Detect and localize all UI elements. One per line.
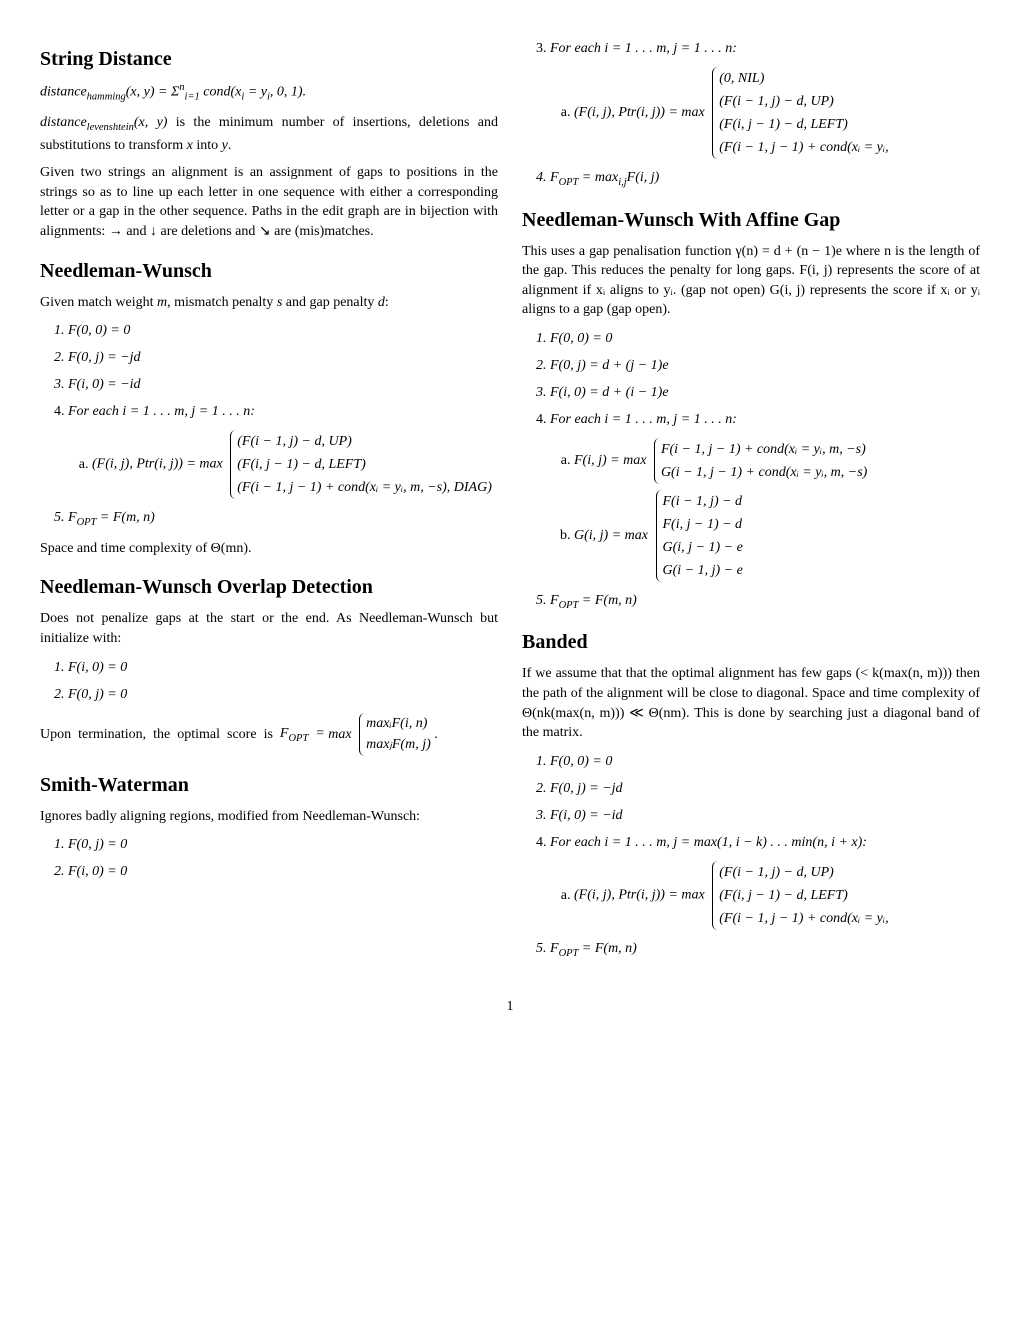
ag-step-1: F(0, 0) = 0 bbox=[550, 328, 980, 349]
nw-step-4: For each i = 1 . . . m, j = 1 . . . n: (… bbox=[68, 401, 498, 499]
sw-step-3-text: For each i = 1 . . . m, j = 1 . . . n: bbox=[550, 41, 737, 56]
sw-step-3a: (F(i, j), Ptr(i, j)) = max (0, NIL) (F(i… bbox=[574, 67, 980, 159]
nw-4a-r2: (F(i, j − 1) − d, LEFT) bbox=[237, 453, 492, 476]
affine-desc: This uses a gap penalisation function γ(… bbox=[522, 242, 980, 320]
sw-3a-prefix: (F(i, j), Ptr(i, j)) = max bbox=[574, 105, 705, 120]
ag-4a-prefix: F(i, j) = max bbox=[574, 453, 646, 468]
bd-step-1: F(0, 0) = 0 bbox=[550, 751, 980, 772]
bd-4a-cases: (F(i − 1, j) − d, UP) (F(i, j − 1) − d, … bbox=[712, 861, 888, 930]
sw-steps-left: F(0, j) = 0 F(i, 0) = 0 bbox=[40, 834, 498, 882]
alignment-desc: Given two strings an alignment is an ass… bbox=[40, 163, 498, 241]
nw-step-2: F(0, j) = −jd bbox=[68, 347, 498, 368]
bd-4a-prefix: (F(i, j), Ptr(i, j)) = max bbox=[574, 888, 705, 903]
bd-step-5: FOPT = F(m, n) bbox=[550, 938, 980, 962]
left-column: String Distance distancehamming(x, y) = … bbox=[40, 30, 498, 969]
overlap-step-2: F(0, j) = 0 bbox=[68, 684, 498, 705]
bd-step-2: F(0, j) = −jd bbox=[550, 778, 980, 799]
sw-step-3: For each i = 1 . . . m, j = 1 . . . n: (… bbox=[550, 38, 980, 159]
nw-complexity: Space and time complexity of Θ(mn). bbox=[40, 539, 498, 559]
ag-step-2: F(0, j) = d + (j − 1)e bbox=[550, 355, 980, 376]
nw-steps: F(0, 0) = 0 F(0, j) = −jd F(i, 0) = −id … bbox=[40, 320, 498, 531]
ag-step-4a: F(i, j) = max F(i − 1, j − 1) + cond(xᵢ … bbox=[574, 438, 980, 484]
banded-desc: If we assume that that the optimal align… bbox=[522, 664, 980, 742]
overlap-desc: Does not penalize gaps at the start or t… bbox=[40, 609, 498, 648]
ag-step-4b: G(i, j) = max F(i − 1, j) − d F(i, j − 1… bbox=[574, 490, 980, 582]
nw-step-1: F(0, 0) = 0 bbox=[68, 320, 498, 341]
overlap-post: . bbox=[434, 726, 438, 741]
ag-4b-r1: F(i − 1, j) − d bbox=[663, 490, 743, 513]
nw-step-5: FOPT = F(m, n) bbox=[68, 507, 498, 531]
page-number: 1 bbox=[40, 999, 980, 1015]
bd-step-4a: (F(i, j), Ptr(i, j)) = max (F(i − 1, j) … bbox=[574, 861, 980, 930]
ag-4b-cases: F(i − 1, j) − d F(i, j − 1) − d G(i, j −… bbox=[656, 490, 743, 582]
overlap-r2: maxⱼF(m, j) bbox=[366, 734, 431, 756]
sw-desc: Ignores badly aligning regions, modified… bbox=[40, 807, 498, 827]
bd-4a-r1: (F(i − 1, j) − d, UP) bbox=[719, 861, 888, 884]
nw-intro: Given match weight m, mismatch penalty s… bbox=[40, 293, 498, 313]
heading-nw: Needleman-Wunsch bbox=[40, 260, 498, 283]
heading-sw: Smith-Waterman bbox=[40, 774, 498, 797]
bd-step-4: For each i = 1 . . . m, j = max(1, i − k… bbox=[550, 832, 980, 930]
ag-step-3: F(i, 0) = d + (i − 1)e bbox=[550, 382, 980, 403]
heading-string-distance: String Distance bbox=[40, 48, 498, 71]
overlap-r1: maxᵢF(i, n) bbox=[366, 713, 431, 735]
bd-4a-r2: (F(i, j − 1) − d, LEFT) bbox=[719, 884, 888, 907]
sw-3a-r3: (F(i, j − 1) − d, LEFT) bbox=[719, 113, 888, 136]
ag-4a-r2: G(i − 1, j − 1) + cond(xᵢ = yᵢ, m, −s) bbox=[661, 461, 867, 484]
ag-4b-prefix: G(i, j) = max bbox=[574, 528, 648, 543]
nw-4a-cases: (F(i − 1, j) − d, UP) (F(i, j − 1) − d, … bbox=[230, 430, 492, 499]
nw-4a-r3: (F(i − 1, j − 1) + cond(xᵢ = yᵢ, m, −s),… bbox=[237, 476, 492, 499]
sw-3a-cases: (0, NIL) (F(i − 1, j) − d, UP) (F(i, j −… bbox=[712, 67, 888, 159]
ag-4b-r2: F(i, j − 1) − d bbox=[663, 513, 743, 536]
heading-nw-overlap: Needleman-Wunsch Overlap Detection bbox=[40, 576, 498, 599]
overlap-steps: F(i, 0) = 0 F(0, j) = 0 bbox=[40, 657, 498, 705]
sw-step-1: F(0, j) = 0 bbox=[68, 834, 498, 855]
sw-3a-r1: (0, NIL) bbox=[719, 67, 888, 90]
right-column: For each i = 1 . . . m, j = 1 . . . n: (… bbox=[522, 30, 980, 969]
sw-3a-r4: (F(i − 1, j − 1) + cond(xᵢ = yᵢ, bbox=[719, 136, 888, 159]
hamming-formula: distancehamming(x, y) = Σni=1 cond(xi = … bbox=[40, 81, 498, 105]
overlap-max-cases: maxᵢF(i, n) maxⱼF(m, j) bbox=[359, 713, 431, 756]
nw-4a-prefix: (F(i, j), Ptr(i, j)) = max bbox=[92, 457, 223, 472]
affine-steps: F(0, 0) = 0 F(0, j) = d + (j − 1)e F(i, … bbox=[522, 328, 980, 614]
heading-banded: Banded bbox=[522, 631, 980, 654]
ag-4a-cases: F(i − 1, j − 1) + cond(xᵢ = yᵢ, m, −s) G… bbox=[654, 438, 867, 484]
overlap-termination: Upon termination, the optimal score is F… bbox=[40, 713, 498, 756]
overlap-step-1: F(i, 0) = 0 bbox=[68, 657, 498, 678]
levenshtein-desc: distancelevenshtein(x, y) is the minimum… bbox=[40, 113, 498, 155]
ag-4b-r4: G(i − 1, j) − e bbox=[663, 559, 743, 582]
nw-step-3: F(i, 0) = −id bbox=[68, 374, 498, 395]
sw-3a-r2: (F(i − 1, j) − d, UP) bbox=[719, 90, 888, 113]
ag-step-5: FOPT = F(m, n) bbox=[550, 590, 980, 614]
ag-4b-r3: G(i, j − 1) − e bbox=[663, 536, 743, 559]
two-column-layout: String Distance distancehamming(x, y) = … bbox=[40, 30, 980, 969]
ag-step-4: For each i = 1 . . . m, j = 1 . . . n: F… bbox=[550, 409, 980, 582]
bd-step-3: F(i, 0) = −id bbox=[550, 805, 980, 826]
ag-4a-r1: F(i − 1, j − 1) + cond(xᵢ = yᵢ, m, −s) bbox=[661, 438, 867, 461]
heading-affine-gap: Needleman-Wunsch With Affine Gap bbox=[522, 209, 980, 232]
banded-steps: F(0, 0) = 0 F(0, j) = −jd F(i, 0) = −id … bbox=[522, 751, 980, 962]
bd-step-4-text: For each i = 1 . . . m, j = max(1, i − k… bbox=[550, 835, 867, 850]
sw-steps-right: For each i = 1 . . . m, j = 1 . . . n: (… bbox=[522, 38, 980, 191]
sw-step-4: FOPT = maxi,jF(i, j) bbox=[550, 167, 980, 191]
nw-step-4a: (F(i, j), Ptr(i, j)) = max (F(i − 1, j) … bbox=[92, 430, 498, 499]
sw-step-2: F(i, 0) = 0 bbox=[68, 861, 498, 882]
ag-step-4-text: For each i = 1 . . . m, j = 1 . . . n: bbox=[550, 412, 737, 427]
nw-step-4-text: For each i = 1 . . . m, j = 1 . . . n: bbox=[68, 404, 255, 419]
bd-4a-r3: (F(i − 1, j − 1) + cond(xᵢ = yᵢ, bbox=[719, 907, 888, 930]
nw-4a-r1: (F(i − 1, j) − d, UP) bbox=[237, 430, 492, 453]
